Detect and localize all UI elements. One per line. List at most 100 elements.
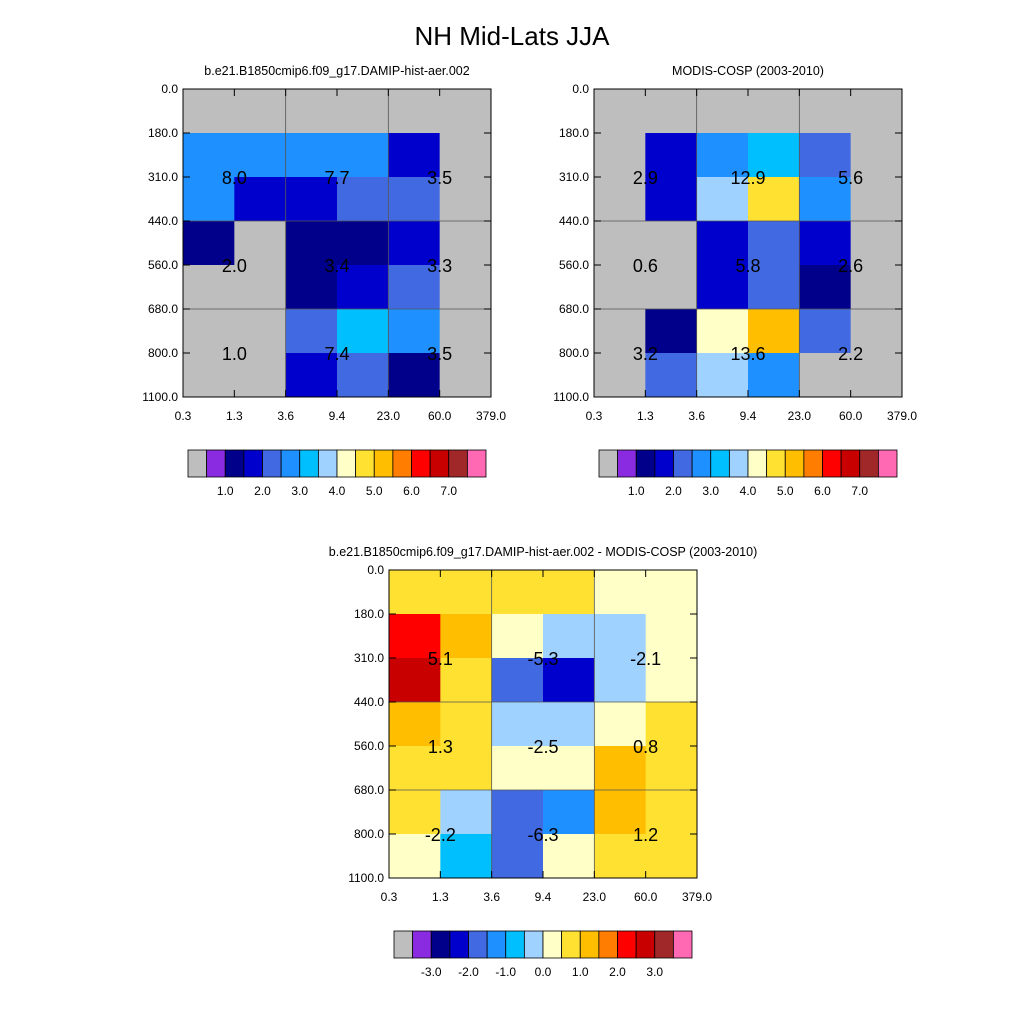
- colorbar-swatch: [243, 449, 263, 478]
- data-label: 5.8: [735, 256, 760, 276]
- heatmap-cell: [183, 353, 235, 398]
- heatmap-cell: [543, 702, 595, 747]
- figure-title: NH Mid-Lats JJA: [414, 21, 610, 51]
- x-tick-label: 0.3: [586, 409, 603, 423]
- data-label: 13.6: [730, 344, 765, 364]
- heatmap-cell: [543, 570, 595, 615]
- heatmap-cell: [748, 133, 800, 178]
- colorbar-swatch: [187, 449, 208, 478]
- x-tick-label: 0.3: [175, 409, 192, 423]
- heatmap-cell: [440, 614, 493, 659]
- colorbar-label: 7.0: [440, 484, 457, 498]
- heatmap-cell: [850, 133, 903, 178]
- data-label: 3.5: [427, 344, 452, 364]
- heatmap-cell: [439, 177, 492, 222]
- x-tick-label: 9.4: [535, 890, 552, 904]
- colorbar-label: 1.0: [217, 484, 234, 498]
- x-tick-label: 379.0: [682, 890, 712, 904]
- heatmap-cell: [799, 265, 852, 310]
- heatmap-cell: [645, 177, 698, 222]
- heatmap-cell: [388, 221, 441, 266]
- colorbar-swatch: [523, 930, 544, 959]
- heatmap-cell: [594, 177, 646, 222]
- heatmap-cell: [440, 658, 493, 703]
- data-label: 2.2: [838, 344, 863, 364]
- colorbar-swatch: [449, 930, 469, 959]
- colorbar-swatch: [691, 449, 712, 478]
- heatmap-cell: [439, 89, 492, 134]
- colorbar-label: 4.0: [740, 484, 757, 498]
- heatmap-cell: [234, 221, 287, 266]
- x-tick-label: 1.3: [637, 409, 654, 423]
- y-tick-label: 1100.0: [553, 390, 589, 404]
- heatmap-cell: [748, 353, 800, 398]
- heatmap-cell: [388, 353, 441, 398]
- data-label: 7.7: [324, 168, 349, 188]
- x-tick-label: 3.6: [277, 409, 294, 423]
- y-tick-label: 310.0: [559, 170, 589, 184]
- colorbar-swatch: [224, 449, 245, 478]
- y-tick-label: 800.0: [559, 346, 589, 360]
- panel-title: b.e21.B1850cmip6.f09_g17.DAMIP-hist-aer.…: [204, 64, 469, 78]
- heatmap-cell: [594, 834, 647, 879]
- heatmap-cell: [389, 614, 441, 659]
- colorbar-swatch: [635, 449, 656, 478]
- y-tick-label: 180.0: [148, 126, 178, 140]
- y-tick-label: 310.0: [354, 651, 384, 665]
- x-tick-label: 379.0: [476, 409, 506, 423]
- heatmap-cell: [594, 309, 646, 354]
- colorbar-swatch: [617, 930, 637, 959]
- colorbar-swatch: [784, 449, 805, 478]
- heatmap-cell: [285, 89, 338, 134]
- colorbar-label: 0.0: [535, 965, 552, 979]
- heatmap-cell: [543, 614, 595, 659]
- heatmap-cell: [645, 702, 698, 747]
- y-tick-label: 0.0: [572, 82, 589, 96]
- colorbar-swatch: [468, 930, 488, 959]
- data-label: 3.5: [427, 168, 452, 188]
- heatmap-cell: [594, 702, 647, 747]
- colorbar-swatch: [822, 449, 842, 478]
- heatmap-cell: [543, 658, 595, 703]
- heatmap-cell: [748, 309, 800, 354]
- heatmap-cell: [594, 746, 647, 791]
- colorbar-swatch: [486, 930, 507, 959]
- colorbar-swatch: [355, 449, 375, 478]
- heatmap-cell: [285, 309, 338, 354]
- heatmap-cell: [696, 221, 749, 266]
- heatmap-cell: [799, 177, 852, 222]
- heatmap-cell: [234, 177, 287, 222]
- data-label: 5.6: [838, 168, 863, 188]
- heatmap-cell: [543, 834, 595, 879]
- heatmap-cell: [337, 177, 389, 222]
- colorbar-swatch: [728, 449, 749, 478]
- heatmap-cell: [337, 265, 389, 310]
- data-label: -2.2: [425, 825, 456, 845]
- heatmap-cell: [594, 790, 647, 835]
- heatmap-cell: [234, 353, 287, 398]
- heatmap-cell: [285, 221, 338, 266]
- heatmap-cell: [234, 89, 287, 134]
- heatmap-cell: [183, 177, 235, 222]
- heatmap-cell: [696, 133, 749, 178]
- heatmap-cell: [645, 614, 698, 659]
- colorbar-label: 7.0: [851, 484, 868, 498]
- heatmap-cell: [337, 89, 389, 134]
- panel-title: b.e21.B1850cmip6.f09_g17.DAMIP-hist-aer.…: [329, 545, 757, 559]
- y-tick-label: 310.0: [148, 170, 178, 184]
- colorbar-swatch: [262, 449, 282, 478]
- data-label: 12.9: [730, 168, 765, 188]
- heatmap-cell: [850, 309, 903, 354]
- heatmap-cell: [748, 265, 800, 310]
- colorbar-swatch: [579, 930, 600, 959]
- data-label: -2.1: [630, 649, 661, 669]
- heatmap-cell: [491, 790, 544, 835]
- y-tick-label: 180.0: [354, 607, 384, 621]
- x-tick-label: 9.4: [329, 409, 346, 423]
- colorbar-label: 4.0: [329, 484, 346, 498]
- heatmap-cell: [799, 89, 852, 134]
- colorbar-label: 2.0: [665, 484, 682, 498]
- heatmap-cell: [183, 309, 235, 354]
- data-label: -2.5: [527, 737, 558, 757]
